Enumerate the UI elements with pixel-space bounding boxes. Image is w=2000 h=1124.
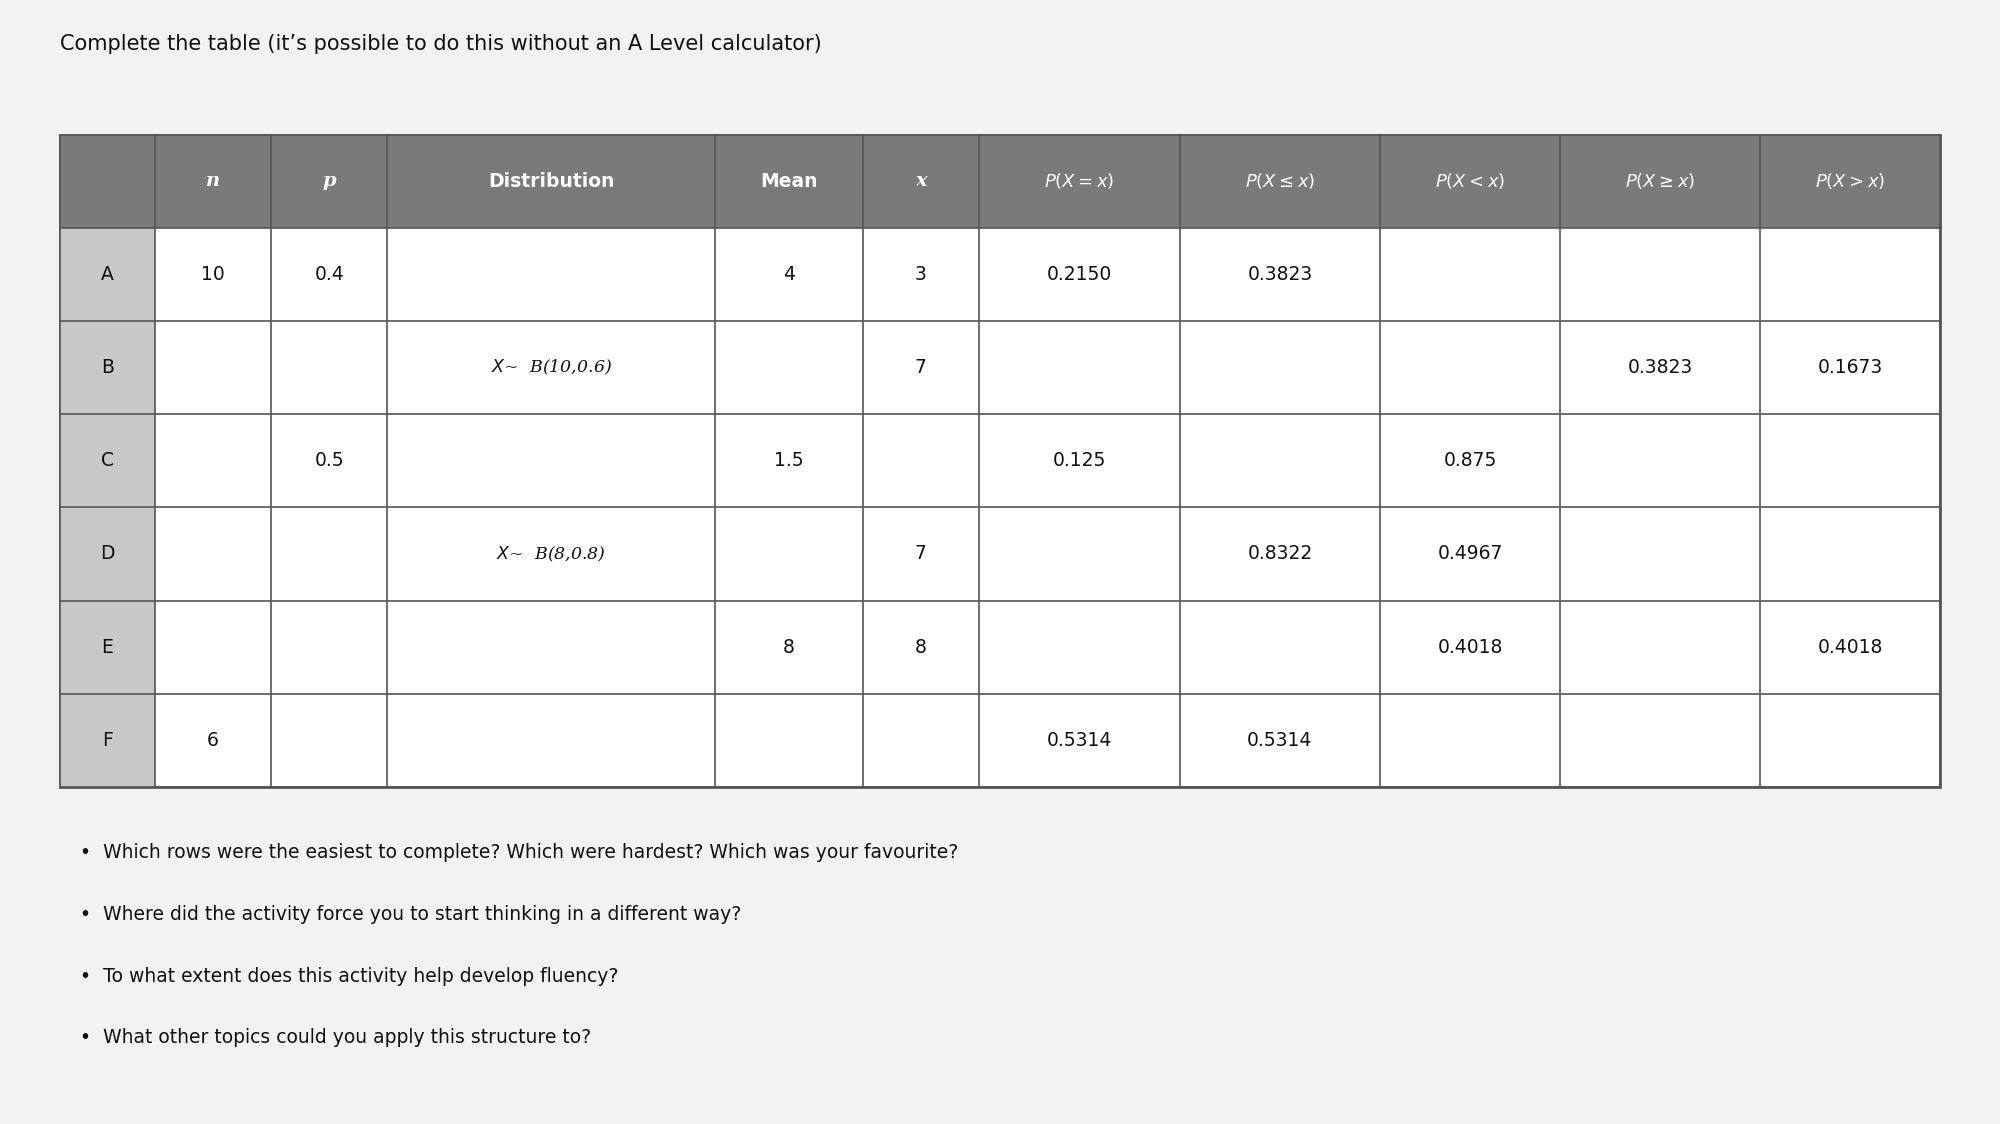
FancyBboxPatch shape xyxy=(60,321,156,415)
Text: 8: 8 xyxy=(914,637,926,656)
FancyBboxPatch shape xyxy=(60,600,156,694)
Text: p: p xyxy=(322,172,336,190)
Text: 0.875: 0.875 xyxy=(1444,452,1496,470)
Text: $X$~  B(10,0.6): $X$~ B(10,0.6) xyxy=(490,359,612,378)
Text: •  Which rows were the easiest to complete? Which were hardest? Which was your f: • Which rows were the easiest to complet… xyxy=(80,843,958,862)
Text: 0.4967: 0.4967 xyxy=(1438,544,1502,563)
Text: x: x xyxy=(914,172,926,190)
FancyBboxPatch shape xyxy=(60,135,1940,228)
Text: 0.4018: 0.4018 xyxy=(1438,637,1502,656)
Text: A: A xyxy=(102,265,114,284)
Text: Complete the table (it’s possible to do this without an A Level calculator): Complete the table (it’s possible to do … xyxy=(60,34,822,54)
Text: 0.2150: 0.2150 xyxy=(1046,265,1112,284)
Text: C: C xyxy=(102,452,114,470)
Text: 0.8322: 0.8322 xyxy=(1248,544,1312,563)
Text: $P(X \geq x)$: $P(X \geq x)$ xyxy=(1624,172,1696,191)
Text: 0.4: 0.4 xyxy=(314,265,344,284)
Text: 10: 10 xyxy=(202,265,226,284)
Text: $X$~  B(8,0.8): $X$~ B(8,0.8) xyxy=(496,544,606,563)
FancyBboxPatch shape xyxy=(60,694,156,787)
Text: 0.3823: 0.3823 xyxy=(1248,265,1312,284)
Text: 8: 8 xyxy=(782,637,794,656)
Text: Mean: Mean xyxy=(760,172,818,191)
Text: Distribution: Distribution xyxy=(488,172,614,191)
Text: D: D xyxy=(100,544,114,563)
Text: 0.5314: 0.5314 xyxy=(1248,731,1312,750)
Text: 0.4018: 0.4018 xyxy=(1818,637,1882,656)
FancyBboxPatch shape xyxy=(60,415,156,507)
Text: 0.1673: 0.1673 xyxy=(1818,359,1882,378)
Text: $P(X > x)$: $P(X > x)$ xyxy=(1816,172,1886,191)
FancyBboxPatch shape xyxy=(60,228,156,321)
Text: $P(X = x)$: $P(X = x)$ xyxy=(1044,172,1114,191)
Text: 7: 7 xyxy=(914,544,926,563)
Text: 6: 6 xyxy=(208,731,220,750)
Text: n: n xyxy=(206,172,220,190)
Text: 0.5314: 0.5314 xyxy=(1046,731,1112,750)
Text: •  Where did the activity force you to start thinking in a different way?: • Where did the activity force you to st… xyxy=(80,905,742,924)
Text: 7: 7 xyxy=(914,359,926,378)
FancyBboxPatch shape xyxy=(60,135,1940,787)
Text: 0.125: 0.125 xyxy=(1052,452,1106,470)
Text: $P(X < x)$: $P(X < x)$ xyxy=(1434,172,1506,191)
FancyBboxPatch shape xyxy=(60,507,156,600)
Text: •  What other topics could you apply this structure to?: • What other topics could you apply this… xyxy=(80,1028,592,1048)
Text: 1.5: 1.5 xyxy=(774,452,804,470)
Text: $P(X \leq x)$: $P(X \leq x)$ xyxy=(1244,172,1316,191)
Text: E: E xyxy=(102,637,114,656)
Text: 0.3823: 0.3823 xyxy=(1628,359,1692,378)
Text: 4: 4 xyxy=(782,265,794,284)
Text: 3: 3 xyxy=(914,265,926,284)
Text: B: B xyxy=(102,359,114,378)
Text: •  To what extent does this activity help develop fluency?: • To what extent does this activity help… xyxy=(80,967,618,986)
Text: F: F xyxy=(102,731,112,750)
Text: 0.5: 0.5 xyxy=(314,452,344,470)
